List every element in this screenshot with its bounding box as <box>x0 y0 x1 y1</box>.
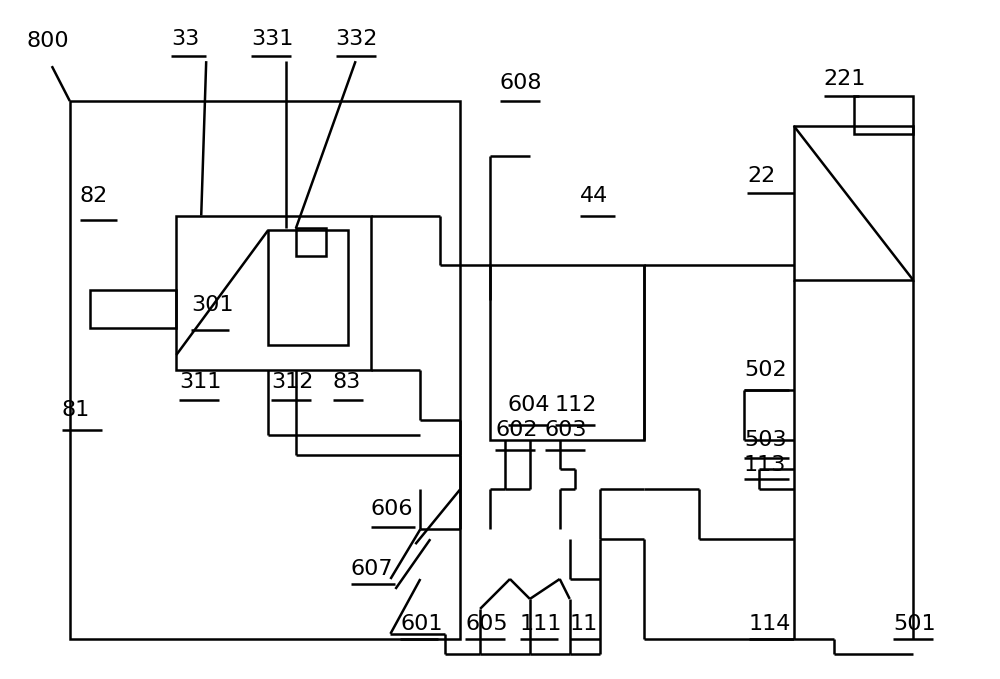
Text: 22: 22 <box>747 166 775 186</box>
Text: 602: 602 <box>495 420 538 440</box>
Text: 33: 33 <box>171 29 200 50</box>
Text: 605: 605 <box>465 614 508 634</box>
Text: 301: 301 <box>191 295 234 315</box>
Text: 800: 800 <box>27 31 70 52</box>
Text: 603: 603 <box>545 420 587 440</box>
Text: 502: 502 <box>744 360 787 380</box>
Text: 606: 606 <box>371 499 413 519</box>
Text: 608: 608 <box>500 73 542 93</box>
Bar <box>70 101 460 639</box>
Bar <box>90 290 176 328</box>
Text: 607: 607 <box>351 559 393 579</box>
Text: 503: 503 <box>744 430 787 449</box>
Text: 112: 112 <box>555 394 597 415</box>
Text: 332: 332 <box>336 29 378 50</box>
Bar <box>296 228 326 257</box>
Text: 81: 81 <box>62 400 90 420</box>
Bar <box>490 265 644 439</box>
Text: 311: 311 <box>179 372 222 392</box>
Text: 312: 312 <box>271 372 313 392</box>
Text: 331: 331 <box>251 29 293 50</box>
Bar <box>854 96 913 134</box>
Text: 113: 113 <box>744 454 786 475</box>
Text: 221: 221 <box>824 69 866 89</box>
Text: 501: 501 <box>893 614 936 634</box>
Text: 111: 111 <box>520 614 562 634</box>
Text: 83: 83 <box>333 372 361 392</box>
Bar <box>176 215 371 370</box>
Text: 11: 11 <box>570 614 598 634</box>
Text: 44: 44 <box>580 185 608 206</box>
Bar <box>794 126 913 280</box>
Text: 604: 604 <box>508 394 550 415</box>
Bar <box>268 230 348 345</box>
Text: 601: 601 <box>400 614 443 634</box>
Text: 82: 82 <box>80 185 108 206</box>
Text: 114: 114 <box>749 614 791 634</box>
